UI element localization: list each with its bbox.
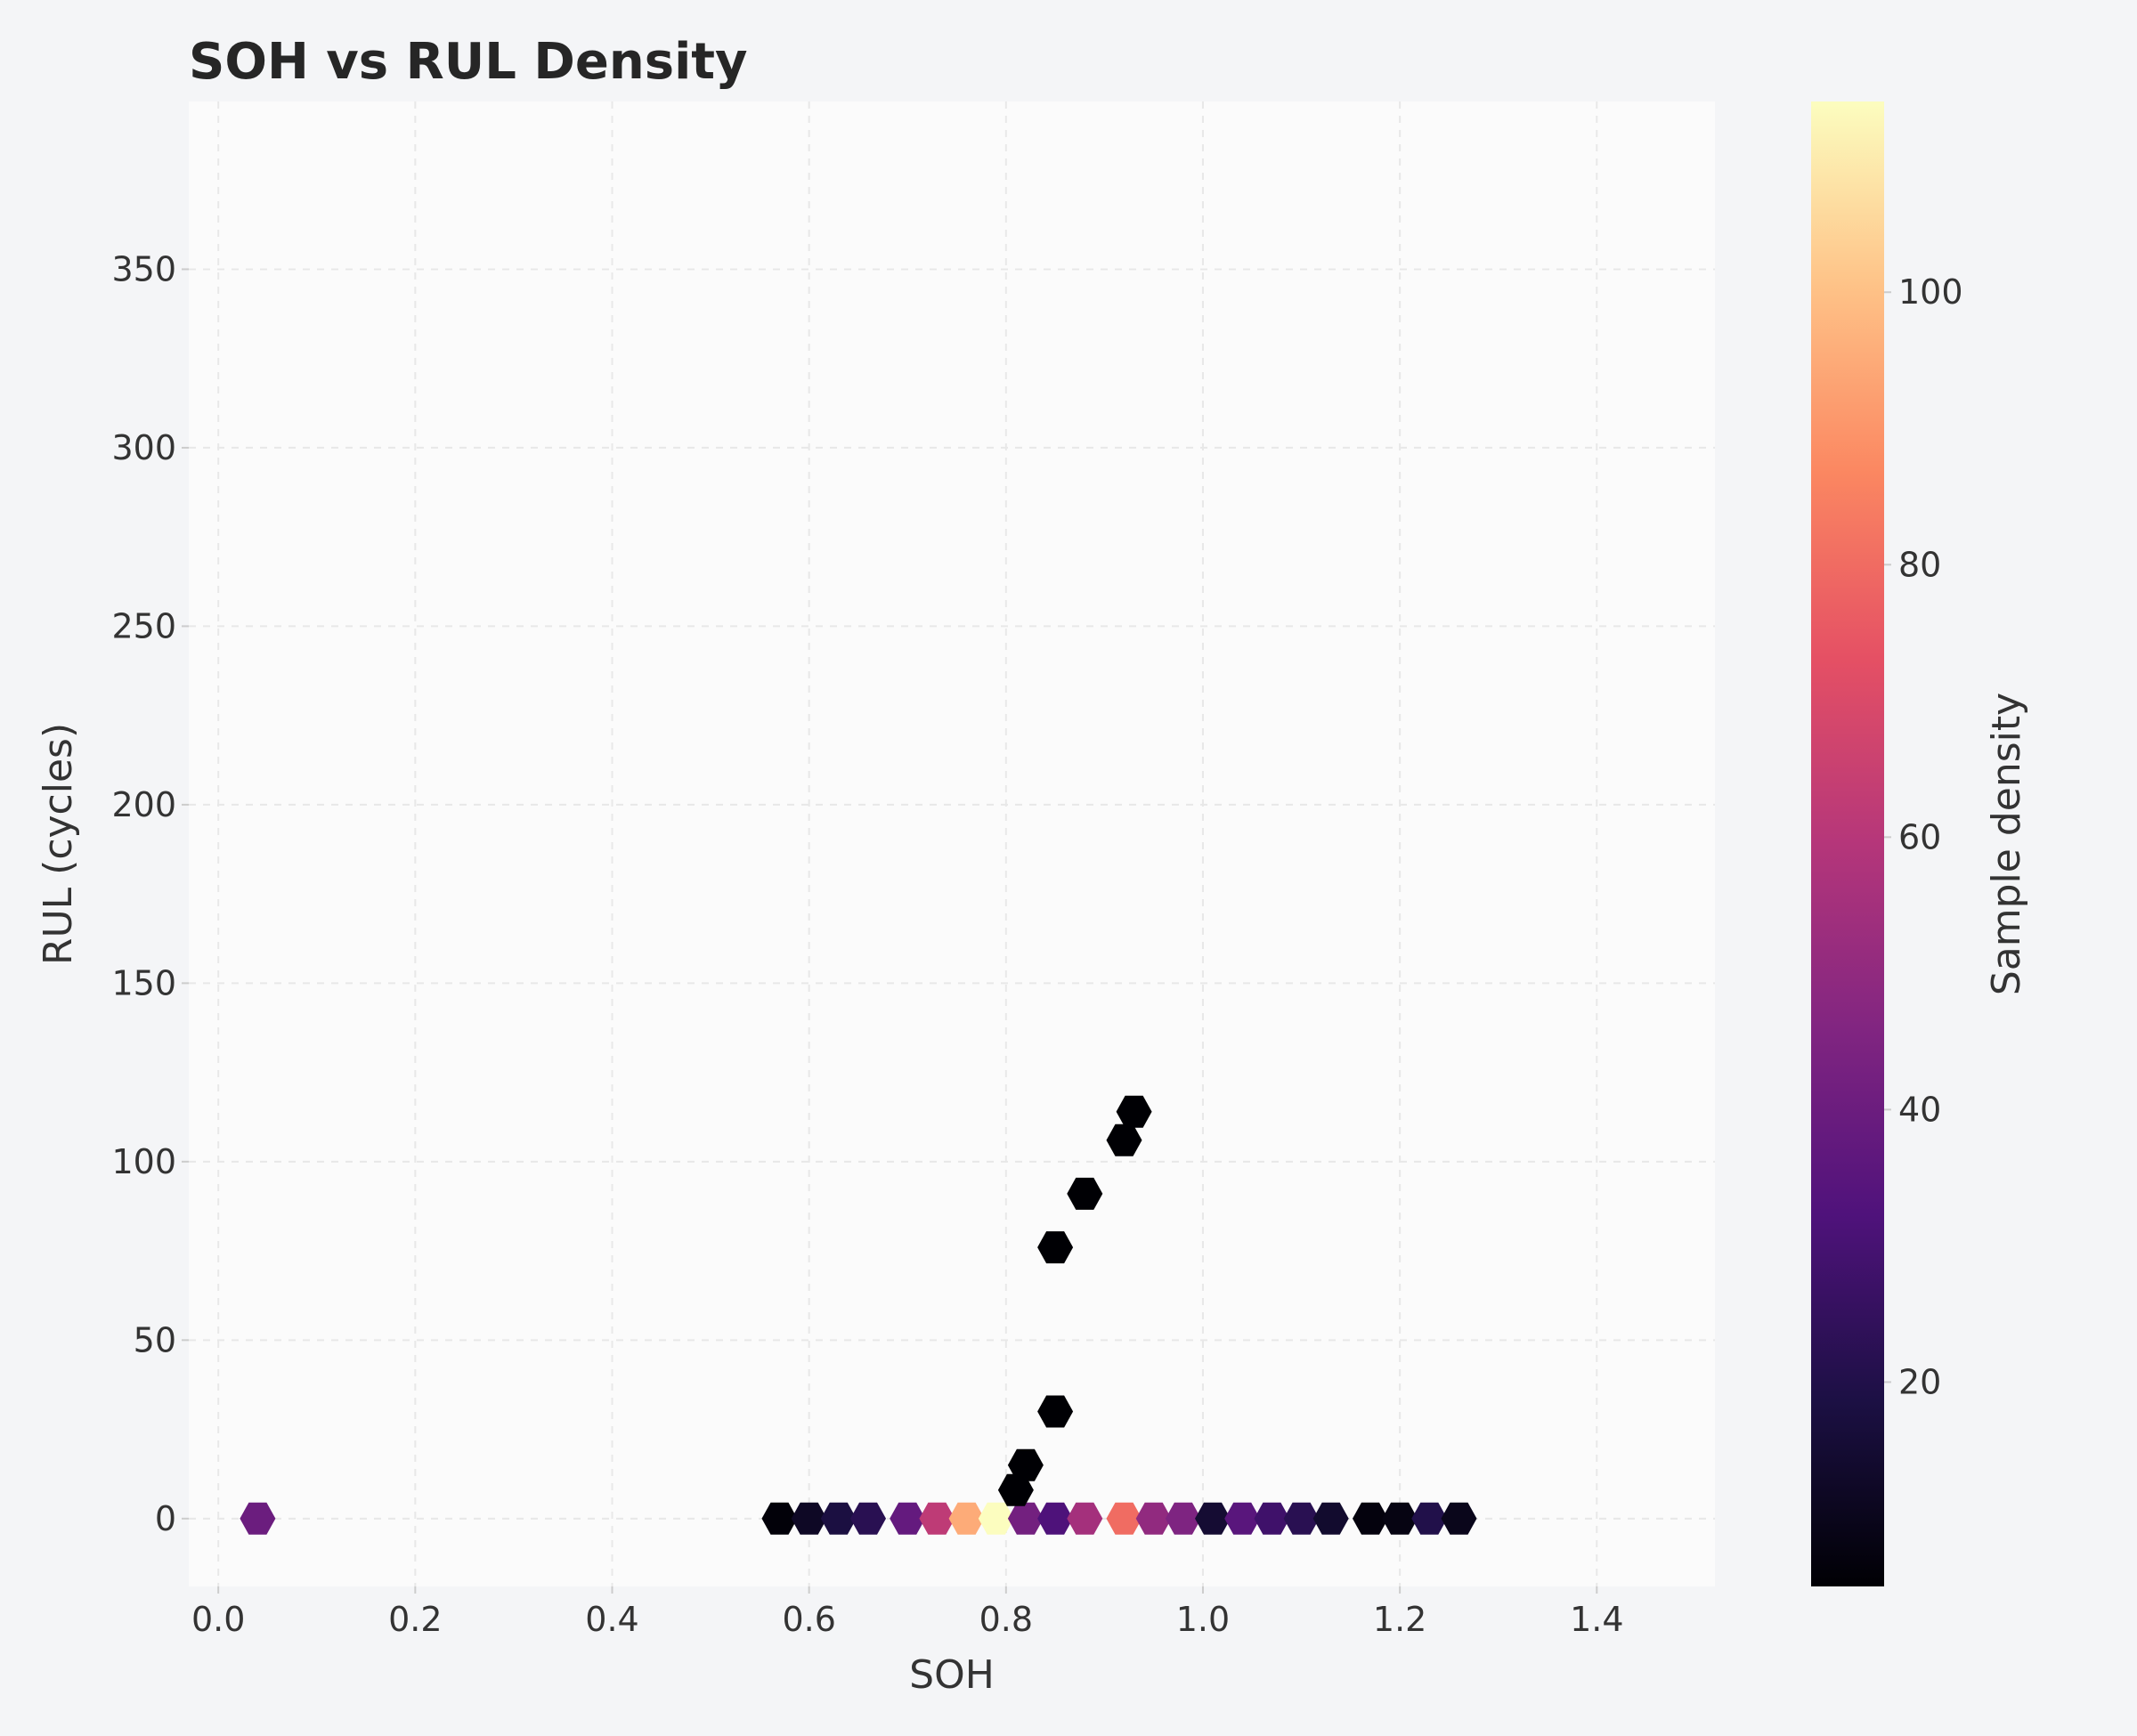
hexbin-cell <box>850 1502 886 1535</box>
hexbin-cell <box>1353 1502 1388 1535</box>
plot-area <box>189 101 1715 1586</box>
y-tick-label: 200 <box>111 785 176 824</box>
colorbar-tick-label: 40 <box>1898 1090 1941 1129</box>
hexbin-cell <box>1007 1448 1044 1481</box>
hexbin-cell <box>1067 1502 1103 1535</box>
hexbin-cell <box>978 1502 1014 1535</box>
hexbin-cell <box>1116 1095 1152 1128</box>
hexbin-cell <box>1037 1231 1074 1264</box>
x-tick-label: 0.8 <box>979 1600 1033 1639</box>
y-axis-label: RUL (cycles) <box>36 723 81 965</box>
hexbin-cell <box>1195 1502 1231 1535</box>
y-tick-label: 250 <box>111 606 176 645</box>
hexbin-cell <box>1283 1502 1320 1535</box>
hexbin-cell <box>1135 1502 1172 1535</box>
hexbin-cell <box>1441 1502 1477 1535</box>
hexbin-cell <box>1411 1502 1448 1535</box>
colorbar-tick-label: 20 <box>1898 1362 1941 1401</box>
y-tick-label: 0 <box>155 1499 176 1538</box>
x-axis-label: SOH <box>909 1652 995 1698</box>
hexbin-cell <box>1382 1502 1418 1535</box>
y-tick-label: 150 <box>111 963 176 1002</box>
hexbin-cell <box>1254 1502 1290 1535</box>
x-axis-ticks: 0.0 0.2 0.4 0.6 0.8 1.0 1.2 1.4 <box>191 1586 1624 1639</box>
hexbin-cell <box>240 1502 276 1535</box>
hexbin-cell <box>1007 1502 1044 1535</box>
y-tick-label: 100 <box>111 1142 176 1181</box>
hexbin-cell <box>1165 1502 1201 1535</box>
y-tick-label: 50 <box>134 1320 176 1359</box>
x-tick-label: 0.4 <box>585 1600 638 1639</box>
colorbar-label: Sample density <box>1984 693 2029 995</box>
x-tick-label: 0.2 <box>388 1600 442 1639</box>
hexbin-cells <box>240 1095 1477 1535</box>
y-tick-label: 300 <box>111 428 176 467</box>
hexbin-cell <box>1037 1395 1074 1428</box>
x-tick-label: 1.2 <box>1373 1600 1426 1639</box>
hexbin-cell <box>1224 1502 1261 1535</box>
hexbin-cell <box>919 1502 955 1535</box>
hexbin-cell <box>1067 1177 1103 1210</box>
colorbar-tick-label: 100 <box>1898 272 1963 312</box>
y-axis-ticks: 0 50 100 150 200 250 300 350 <box>111 249 189 1538</box>
x-tick-label: 1.0 <box>1176 1600 1230 1639</box>
hexbin-cell <box>761 1502 798 1535</box>
hexbin-cell <box>820 1502 857 1535</box>
colorbar-tick-label: 60 <box>1898 817 1941 856</box>
chart-title: SOH vs RUL Density <box>189 33 748 91</box>
hexbin-cell <box>890 1502 926 1535</box>
hexbin-cell <box>1312 1502 1349 1535</box>
hexbin-cell <box>791 1502 827 1535</box>
colorbar <box>1811 101 1884 1586</box>
colorbar-ticks: 20 40 60 80 100 <box>1884 272 1963 1401</box>
hexbin-cell <box>1106 1124 1142 1156</box>
y-tick-label: 350 <box>111 249 176 288</box>
hexbin-cell <box>1106 1502 1142 1535</box>
x-tick-label: 1.4 <box>1570 1600 1623 1639</box>
colorbar-tick-label: 80 <box>1898 545 1941 584</box>
hexbin-cell <box>948 1502 985 1535</box>
x-tick-label: 0.0 <box>191 1600 245 1639</box>
x-tick-label: 0.6 <box>782 1600 835 1639</box>
hexbin-cell <box>1037 1502 1074 1535</box>
hexbin-cell <box>997 1473 1034 1506</box>
